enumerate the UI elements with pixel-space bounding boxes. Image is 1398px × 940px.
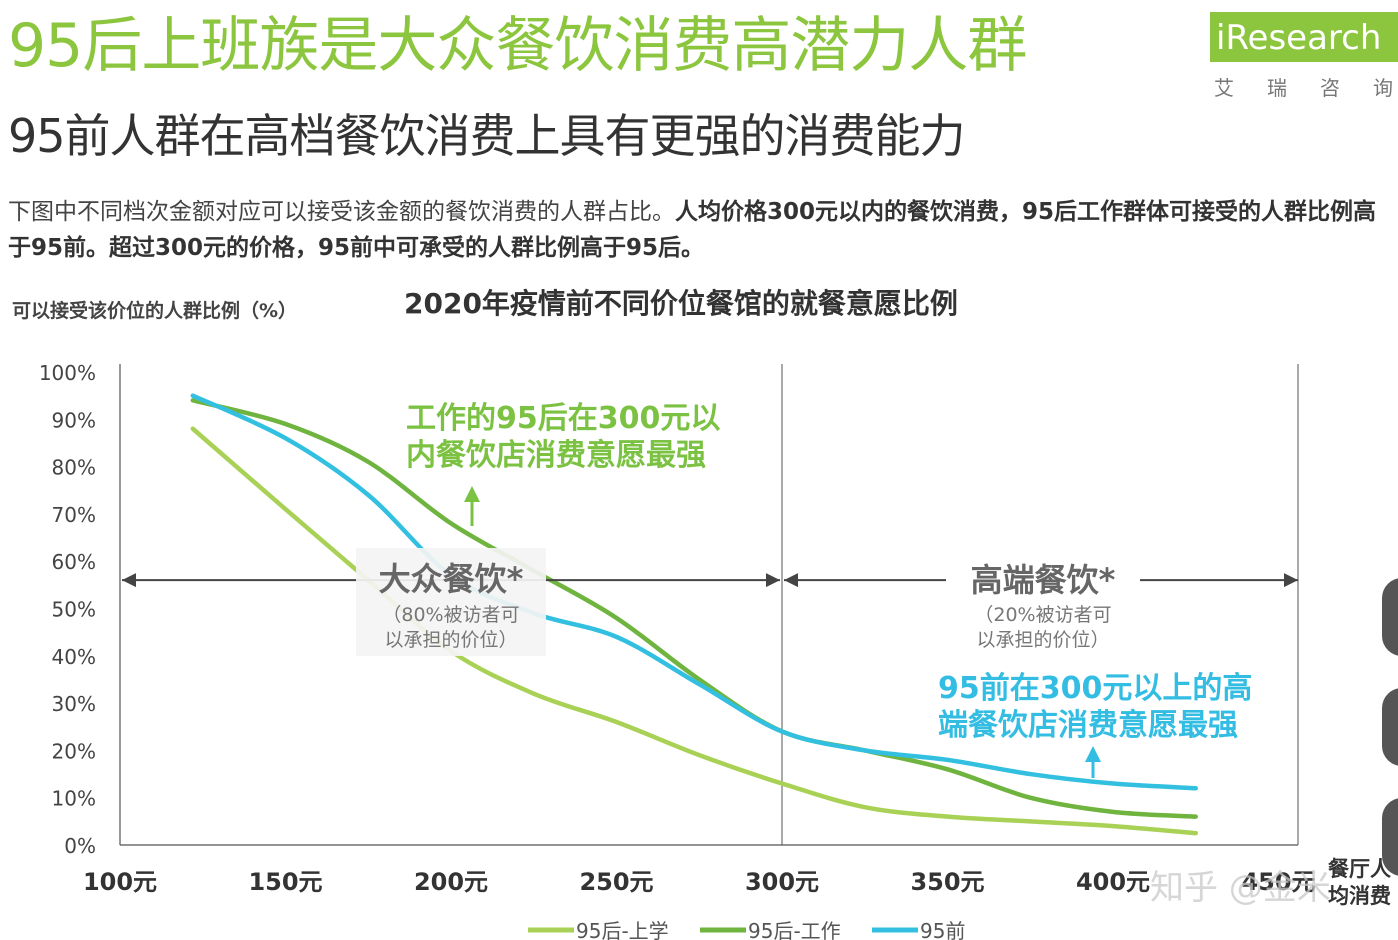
iresearch-logo: iResearch 艾瑞咨询: [1210, 12, 1398, 104]
side-scroll-button[interactable]: [1382, 798, 1398, 876]
legend-label: 95前: [920, 919, 965, 940]
x-tick-label: 450元: [1241, 868, 1315, 896]
description-bold: 人均价格300元以内的餐饮消费，95后工作群体可接受的人群比例高于95前。超过3…: [8, 199, 1377, 261]
callout-arrow-head: [1085, 746, 1101, 762]
mass-annotation-note: 以承担的价位）: [384, 629, 517, 651]
watermark: 知乎 @金米: [1150, 868, 1331, 908]
high-range-arrow-left: [784, 573, 798, 588]
side-scroll-button[interactable]: [1382, 688, 1398, 766]
y-tick-label: 70%: [52, 503, 96, 527]
x-axis-label: 餐厅人: [1328, 857, 1391, 881]
callout-arrow-head: [464, 486, 480, 502]
description-normal: 下图中不同档次金额对应可以接受该金额的餐饮消费的人群占比。: [8, 199, 675, 225]
y-tick-label: 0%: [64, 834, 96, 858]
x-tick-label: 100元: [83, 868, 157, 896]
x-tick-label: 200元: [414, 868, 488, 896]
y-tick-label: 40%: [52, 645, 96, 669]
legend-label: 95后-工作: [748, 919, 841, 940]
y-tick-label: 30%: [52, 692, 96, 716]
series-line-pre95: [190, 393, 1198, 791]
page-title: 95后上班族是大众餐饮消费高潜力人群: [8, 11, 1027, 81]
logo-background: [1210, 12, 1398, 62]
high-annotation-title: 高端餐饮*: [971, 561, 1116, 599]
mass-annotation-note: （80%被访者可: [382, 604, 519, 626]
x-tick-label: 350元: [910, 868, 984, 896]
high-annotation-note: （20%被访者可: [974, 604, 1111, 626]
callout-pre95: 95前在300元以上的高: [938, 671, 1252, 706]
logo-text: iResearch: [1216, 18, 1382, 58]
mass-range-arrow-right: [766, 573, 780, 588]
x-axis-label: 均消费（元）: [1328, 884, 1398, 908]
page-subtitle: 95前人群在高档餐饮消费上具有更强的消费能力: [8, 109, 966, 163]
high-annotation-box: [946, 552, 1140, 656]
logo-subtext: 艾瑞咨询: [1214, 76, 1393, 100]
high-annotation-note: 以承担的价位）: [976, 629, 1109, 651]
callout-post95-work: 内餐饮店消费意愿最强: [406, 438, 706, 473]
x-tick-label: 250元: [579, 868, 653, 896]
y-axis-label: 可以接受该价位的人群比例（%）: [12, 300, 298, 322]
legend-label: 95后-上学: [576, 919, 669, 940]
y-tick-label: 90%: [52, 408, 96, 432]
mass-range-arrow-left: [122, 573, 136, 588]
y-tick-label: 100%: [39, 361, 96, 385]
callout-pre95: 端餐饮店消费意愿最强: [938, 708, 1238, 743]
y-tick-label: 20%: [52, 739, 96, 763]
x-tick-label: 300元: [745, 868, 819, 896]
mass-annotation-title: 大众餐饮*: [379, 560, 524, 598]
x-tick-label: 400元: [1076, 868, 1150, 896]
chart-title: 2020年疫情前不同价位餐馆的就餐意愿比例: [404, 287, 958, 320]
y-tick-label: 50%: [52, 598, 96, 622]
y-tick-label: 80%: [52, 456, 96, 480]
description: 下图中不同档次金额对应可以接受该金额的餐饮消费的人群占比。人均价格300元以内的…: [8, 194, 1398, 266]
x-tick-label: 150元: [248, 868, 322, 896]
y-tick-label: 10%: [52, 787, 96, 811]
callout-post95-work: 工作的95后在300元以: [406, 401, 720, 436]
high-range-arrow-right: [1284, 573, 1298, 588]
series-line-post95-work: [190, 398, 1198, 819]
side-scroll-button[interactable]: [1382, 578, 1398, 656]
y-tick-label: 60%: [52, 550, 96, 574]
mass-annotation-box: [356, 548, 546, 656]
